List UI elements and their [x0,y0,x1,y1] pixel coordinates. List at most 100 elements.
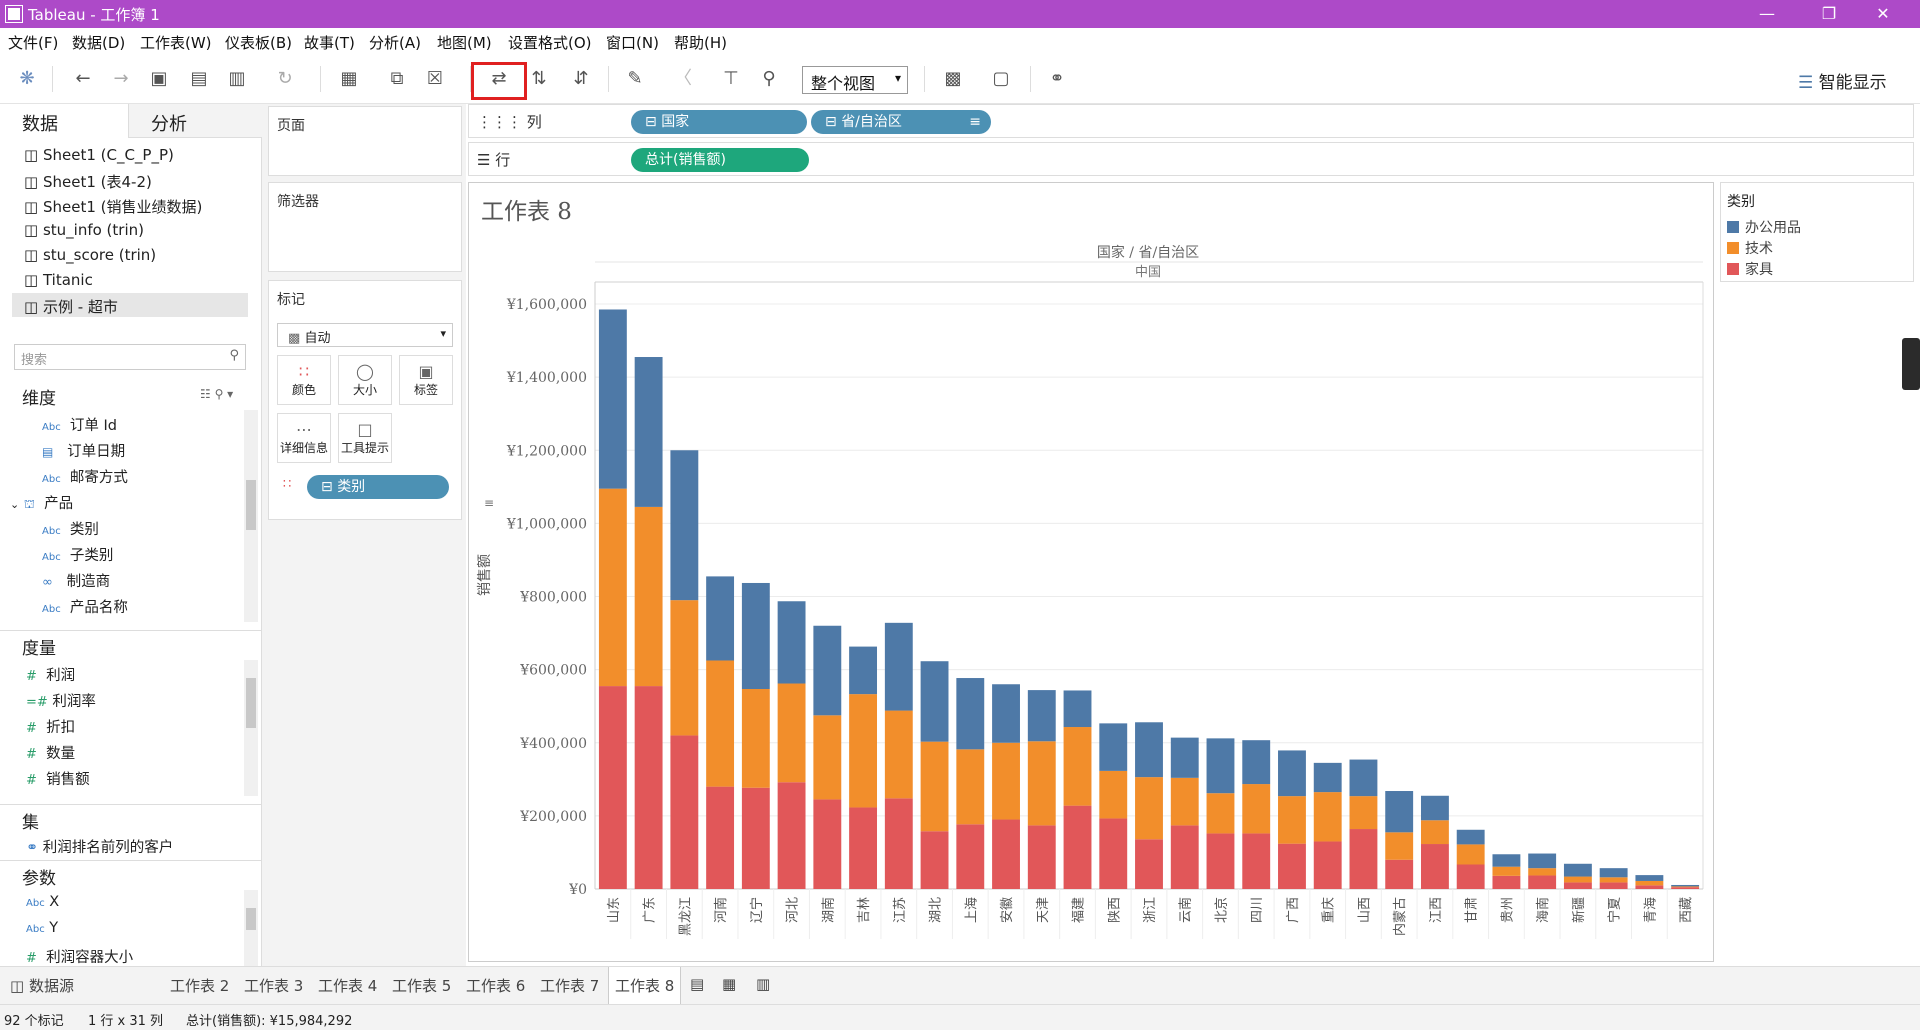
datasource-item-selected[interactable]: ◫ 示例 - 超市 [12,293,248,317]
menu-window[interactable]: 窗口(N) [606,34,659,52]
rows-shelf[interactable]: ☰ 行 总计(销售额) [468,142,1914,176]
new-story-tab-icon[interactable]: ▥ [756,975,771,993]
field-item[interactable]: # 销售额 [26,768,90,789]
pin-icon[interactable]: ⚲ [762,68,776,89]
stacked-bar-chart[interactable]: 工作表 8 国家 / 省/自治区 中国 ¥0 ¥200,000 ¥400,000 ¥6… [469,183,1713,961]
database-icon: ◫ [10,977,29,995]
clear-sheet-icon[interactable]: ☒ [426,68,444,89]
tab-datasource[interactable]: ◫ 数据源 [10,975,74,996]
sort-ascending-icon[interactable]: ⇅ [531,68,547,89]
group-icon[interactable]: 〈 [674,68,692,89]
tab-sheet[interactable]: 工作表 4 [318,977,378,995]
row-pill-sales[interactable]: 总计(销售额) [631,148,809,172]
datasource-item[interactable]: ◫ stu_info (trin) [24,221,144,239]
tab-sheet[interactable]: 工作表 6 [466,977,526,995]
highlight-icon[interactable]: ✎ [627,68,643,89]
param-item[interactable]: Abc Y [26,920,58,936]
sort-icon: ≡ [969,114,981,130]
show-cards-icon[interactable]: ▩ [944,68,962,89]
save-icon[interactable]: ▣ [150,68,168,89]
pages-shelf[interactable]: 页面 [268,106,462,176]
datasource-item[interactable]: ◫ stu_score (trin) [24,246,156,264]
sort-descending-icon[interactable]: ⇵ [573,68,589,89]
tooltip-button[interactable]: □ 工具提示 [338,413,392,463]
menu-worksheet[interactable]: 工作表(W) [140,34,212,52]
rows-icon: ☰ [477,151,491,169]
legend-item[interactable]: 办公用品 [1727,217,1801,237]
menu-analysis[interactable]: 分析(A) [369,34,421,52]
search-field[interactable]: 搜索 ⚲ [14,344,246,370]
size-button[interactable]: ◯ 大小 [338,355,392,405]
tab-sheet[interactable]: 工作表 5 [392,977,452,995]
color-button[interactable]: ∷ 颜色 [277,355,331,405]
legend-item[interactable]: 家具 [1727,259,1773,279]
sort-indicator-icon: ≡ [484,496,494,510]
tableau-logo-icon[interactable]: ❋ [19,68,35,89]
columns-shelf[interactable]: ⋮⋮⋮ 列 ⊟ 国家 ⊟ 省/自治区 ≡ [468,104,1914,138]
datasource-item[interactable]: ◫ Sheet1 (表4-2) [24,171,152,192]
refresh-icon[interactable]: ↻ [277,68,293,89]
tab-sheet-active[interactable]: 工作表 8 [608,967,682,1005]
restore-icon[interactable]: ❐ [1821,4,1837,23]
marks-pill-category[interactable]: ⊟ 类别 [307,475,449,499]
pause-updates-icon[interactable]: ▥ [228,68,246,89]
new-dashboard-tab-icon[interactable]: ▦ [722,975,737,993]
mark-type-dropdown[interactable]: ▩ 自动 ▾ [277,323,453,347]
tab-sheet[interactable]: 工作表 7 [540,977,600,995]
field-item[interactable]: Abc 产品名称 [42,596,128,617]
tab-sheet[interactable]: 工作表 3 [244,977,304,995]
menu-file[interactable]: 文件(F) [8,34,59,52]
set-item[interactable]: ⚭ 利润排名前列的客户 [26,836,173,857]
menu-format[interactable]: 设置格式(O) [508,34,592,52]
menu-help[interactable]: 帮助(H) [674,34,727,52]
menu-map[interactable]: 地图(M) [437,34,492,52]
fit-dropdown[interactable]: 整个视图 ▾ [802,66,908,94]
datasource-item[interactable]: ◫ Sheet1 (销售业绩数据) [24,196,202,217]
detail-button[interactable]: ⋯ 详细信息 [277,413,331,463]
filters-shelf[interactable]: 筛选器 [268,182,462,272]
menu-data[interactable]: 数据(D) [72,34,126,52]
tab-sheet[interactable]: 工作表 2 [170,977,230,995]
share-icon[interactable]: ⚭ [1049,68,1065,89]
close-icon[interactable]: ✕ [1876,4,1890,23]
label-button[interactable]: ▣ 标签 [399,355,453,405]
field-item[interactable]: ∞ 制造商 [42,570,110,591]
param-item[interactable]: # 利润容器大小 [26,946,133,967]
presentation-mode-icon[interactable]: ▢ [992,68,1010,89]
param-item[interactable]: Abc X [26,894,59,910]
view-options-icon[interactable]: ☷ ⚲ ▾ [200,387,234,401]
tab-analysis[interactable]: 分析 [128,104,262,138]
field-item[interactable]: Abc 类别 [42,518,99,539]
column-pill-province[interactable]: ⊟ 省/自治区 ≡ [811,110,991,134]
field-item[interactable]: =# 利润率 [26,690,96,711]
new-worksheet-icon[interactable]: ▦ [340,68,358,89]
legend-item[interactable]: 技术 [1727,238,1773,258]
menu-dashboard[interactable]: 仪表板(B) [225,34,292,52]
field-item[interactable]: ▤ 订单日期 [42,440,125,461]
field-item[interactable]: Abc 订单 Id [42,414,117,435]
side-handle[interactable] [1902,338,1920,390]
measures-scrollbar[interactable] [244,660,258,796]
field-item-hierarchy[interactable]: ⌄ ⛫ 产品 [10,492,73,513]
new-datasource-icon[interactable]: ▤ [190,68,208,89]
field-item[interactable]: Abc 邮寄方式 [42,466,128,487]
datasource-item[interactable]: ◫ Titanic [24,271,93,289]
show-me-button[interactable]: ☰ 智能显示 [1798,68,1887,93]
redo-icon[interactable]: → [113,68,129,89]
field-item[interactable]: # 数量 [26,742,75,763]
params-scrollbar[interactable] [244,890,258,966]
duplicate-sheet-icon[interactable]: ⧉ [390,68,404,89]
tab-data[interactable]: 数据 [0,104,128,138]
undo-icon[interactable]: ← [75,68,91,89]
new-worksheet-tab-icon[interactable]: ▤ [690,975,705,993]
column-pill-country[interactable]: ⊟ 国家 [631,110,807,134]
menu-story[interactable]: 故事(T) [304,34,355,52]
minimize-icon[interactable]: — [1759,4,1775,23]
field-item[interactable]: # 利润 [26,664,75,685]
field-item[interactable]: # 折扣 [26,716,75,737]
show-labels-icon[interactable]: ⊤ [723,68,739,89]
datasource-item[interactable]: ◫ Sheet1 (C_C_P_P) [24,146,174,164]
field-item[interactable]: Abc 子类别 [42,544,113,565]
dimensions-scrollbar[interactable] [244,410,258,622]
swap-rows-columns-icon[interactable]: ⇄ [491,68,507,89]
